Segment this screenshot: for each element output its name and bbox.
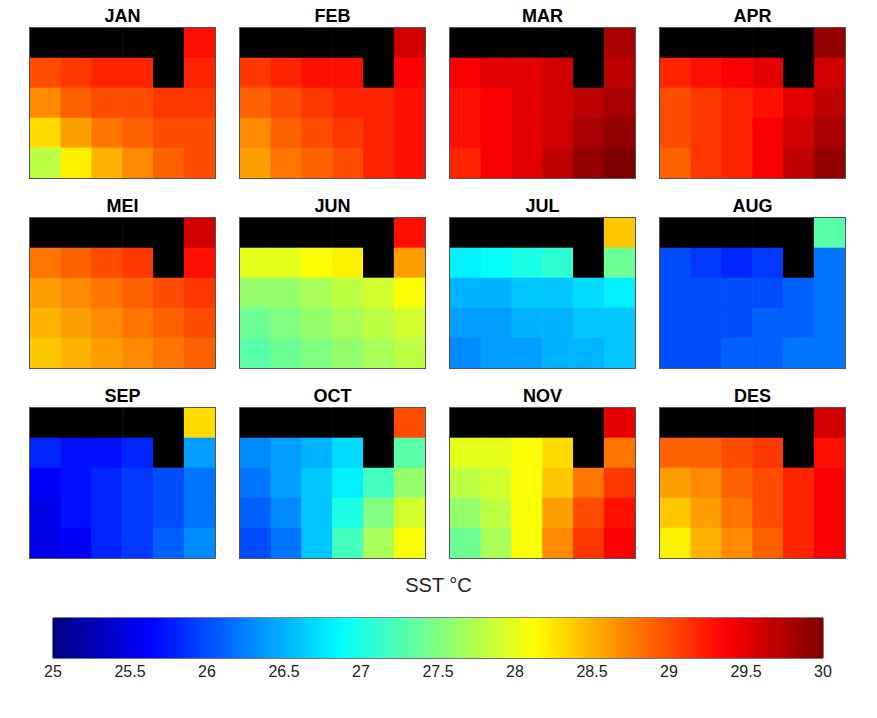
html-text:MEI: MEI bbox=[106, 196, 139, 216]
svg-text:27.5: 27.5 bbox=[422, 663, 453, 680]
svg-text:26.5: 26.5 bbox=[268, 663, 299, 680]
html-text:MAR: MAR bbox=[522, 6, 563, 26]
html-text:NOV: NOV bbox=[523, 386, 562, 406]
html-text:SST °C: SST °C bbox=[405, 574, 472, 596]
svg-text:29: 29 bbox=[660, 663, 678, 680]
svg-text:28.5: 28.5 bbox=[576, 663, 607, 680]
svg-text:27: 27 bbox=[352, 663, 370, 680]
html-text:JUN: JUN bbox=[314, 196, 351, 216]
svg-text:26: 26 bbox=[198, 663, 216, 680]
svg-text:25: 25 bbox=[44, 663, 62, 680]
svg-text:25.5: 25.5 bbox=[114, 663, 145, 680]
svg-text:29.5: 29.5 bbox=[730, 663, 761, 680]
html-text:FEB: FEB bbox=[314, 6, 351, 26]
html-text:OCT: OCT bbox=[313, 386, 352, 406]
html-text:SEP: SEP bbox=[104, 386, 141, 406]
html-text:AUG: AUG bbox=[732, 196, 773, 216]
html-text:JAN: JAN bbox=[104, 6, 141, 26]
svg-text:30: 30 bbox=[814, 663, 832, 680]
html-text:APR: APR bbox=[733, 6, 772, 26]
svg-text:28: 28 bbox=[506, 663, 524, 680]
html-text:DES: DES bbox=[734, 386, 771, 406]
html-text:JUL: JUL bbox=[525, 196, 560, 216]
